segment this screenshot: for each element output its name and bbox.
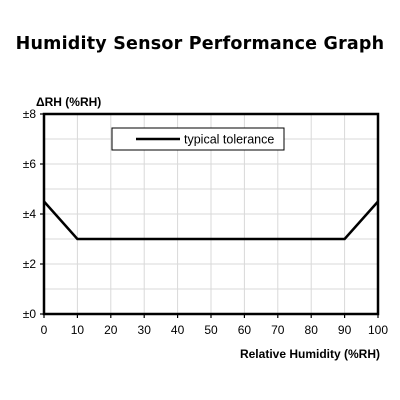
- page-title: Humidity Sensor Performance Graph: [15, 34, 385, 54]
- legend-box: [111, 127, 285, 151]
- x-tick-labels: 0 10 20 30 40 50 60 70 80 90 100: [41, 323, 389, 337]
- x-tick-label-10: 10: [71, 323, 85, 337]
- x-axis-label: Relative Humidity (%RH): [240, 347, 380, 361]
- x-tick-label-40: 40: [171, 323, 185, 337]
- x-tick-label-20: 20: [104, 323, 118, 337]
- series-line-0: [43, 200, 379, 241]
- x-tick-label-0: 0: [41, 323, 48, 337]
- y-tick-label-6: ±6: [23, 157, 37, 171]
- x-tick-label-50: 50: [204, 323, 218, 337]
- y-tick-label-8: ±8: [23, 107, 37, 121]
- x-tick-label-70: 70: [271, 323, 285, 337]
- y-tick-labels: ±0 ±2 ±4 ±6 ±8: [23, 107, 37, 321]
- y-tick-label-0: ±0: [23, 307, 37, 321]
- legend-label-typical-tolerance: typical tolerance: [184, 133, 274, 147]
- x-tick-label-30: 30: [138, 323, 152, 337]
- tick-marks: [40, 113, 379, 318]
- y-tick-label-2: ±2: [23, 257, 37, 271]
- x-tick-label-80: 80: [305, 323, 319, 337]
- y-tick-label-4: ±4: [23, 207, 37, 221]
- x-tick-label-60: 60: [238, 323, 252, 337]
- y-axis-label: ΔRH (%RH): [36, 95, 101, 109]
- series-layer: [43, 200, 379, 241]
- x-tick-label-100: 100: [368, 323, 388, 337]
- legend: typical tolerance: [111, 127, 285, 151]
- x-tick-label-90: 90: [338, 323, 352, 337]
